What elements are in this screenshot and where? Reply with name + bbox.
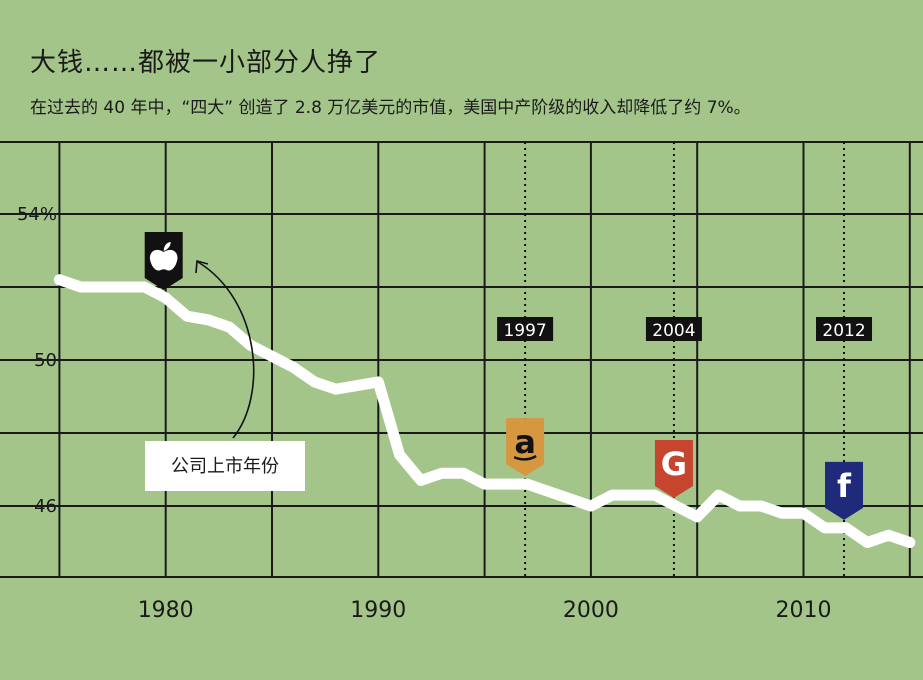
apple-body <box>149 249 178 271</box>
apple-logo-icon <box>149 241 178 271</box>
x-axis-ticks: 1980 1990 2000 2010 <box>138 598 832 623</box>
apple-logo-marker <box>144 231 183 290</box>
annotation-arrow <box>197 261 255 439</box>
annotation-box <box>145 441 305 491</box>
ipo-year-guides: 1997 2004 2012 <box>497 142 873 577</box>
annotation-arrowhead <box>195 259 209 274</box>
annotation-label: 公司上市年份 <box>171 456 279 477</box>
marker-pin <box>654 440 693 498</box>
y-axis-ticks: 54% 50 46 <box>17 204 57 517</box>
x-tick-label: 1990 <box>350 598 406 623</box>
company-markers: a Gf <box>144 231 864 520</box>
x-tick-label: 2010 <box>776 598 832 623</box>
y-tick-label: 50 <box>34 350 57 371</box>
google-logo-icon: G <box>661 445 687 483</box>
year-label: 2012 <box>822 321 865 341</box>
facebook-logo-marker: f <box>825 461 864 520</box>
google-logo-marker: G <box>654 440 693 498</box>
x-tick-label: 2000 <box>563 598 619 623</box>
apple-leaf <box>163 241 171 251</box>
amazon-smile <box>513 454 537 461</box>
year-label-box <box>816 317 873 341</box>
y-tick-label: 46 <box>34 496 57 517</box>
year-label: 2004 <box>652 321 695 341</box>
amazon-logo-marker: a <box>506 418 545 477</box>
logo-glyph: f <box>837 467 852 505</box>
x-tick-label: 1980 <box>138 598 194 623</box>
logo-glyph: a <box>514 423 536 461</box>
year-label: 1997 <box>503 321 546 341</box>
chart-title: 大钱……都被一小部分人挣了 <box>30 48 382 78</box>
amazon-logo-icon: a <box>513 423 537 461</box>
marker-pin <box>825 461 864 520</box>
series-line <box>53 274 916 548</box>
facebook-logo-icon: f <box>837 467 852 505</box>
year-label-box <box>497 317 554 341</box>
marker-pin <box>506 418 545 477</box>
logo-glyph: G <box>661 445 687 483</box>
y-tick-label: 54% <box>17 204 57 225</box>
chart-subtitle: 在过去的 40 年中，“四大” 创造了 2.8 万亿美元的市值，美国中产阶级的收… <box>30 98 751 118</box>
year-label-box <box>645 317 702 341</box>
ipo-annotation: 公司上市年份 <box>145 259 305 491</box>
income-share-series <box>53 274 916 548</box>
